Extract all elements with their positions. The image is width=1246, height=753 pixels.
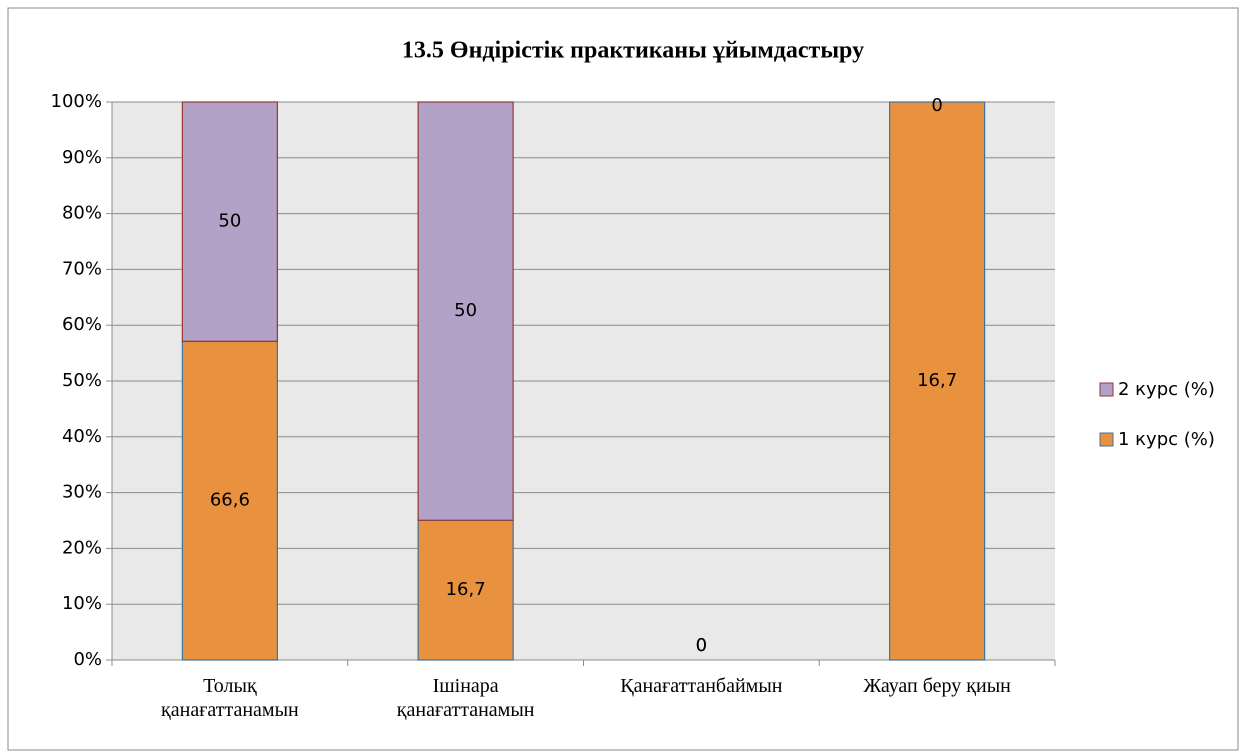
data-label: 50 [218, 211, 241, 232]
data-label: 50 [454, 300, 477, 321]
bar-segment [417, 519, 514, 661]
y-tick-label: 80% [62, 203, 102, 224]
x-tick-label: Толық қанағаттанамын [161, 675, 299, 721]
bar-segment [181, 101, 278, 342]
x-tick-label: Қанағаттанбаймын [620, 675, 783, 697]
bar-segment [889, 101, 986, 661]
data-label: 0 [931, 95, 942, 116]
bar-segment [417, 101, 514, 521]
y-tick-label: 20% [62, 537, 102, 558]
legend-label: 1 курс (%) [1118, 429, 1215, 450]
legend-swatch [1099, 382, 1114, 397]
y-tick-label: 70% [62, 258, 102, 279]
data-label: 16,7 [917, 370, 957, 391]
y-tick-label: 50% [62, 370, 102, 391]
x-label-box: Жауап беру қиын [863, 675, 1011, 697]
y-tick-label: 60% [62, 314, 102, 335]
data-label: 16,7 [446, 579, 486, 600]
x-label-box: Ішінара қанағаттанамын [396, 675, 535, 721]
x-tick-label: Ішінара қанағаттанамын [396, 675, 535, 721]
bar-segment [181, 340, 278, 661]
x-tick-label: Жауап беру қиын [863, 675, 1011, 697]
data-label: 0 [696, 635, 707, 656]
legend-label: 2 курс (%) [1118, 379, 1215, 400]
chart-title: 13.5 Өндірістік практиканы ұйымдастыру [402, 38, 864, 64]
y-tick-label: 100% [51, 91, 102, 112]
y-tick-label: 90% [62, 147, 102, 168]
legend-swatch [1099, 432, 1114, 447]
x-label-box: Қанағаттанбаймын [620, 675, 783, 697]
data-label: 0 [696, 635, 707, 656]
x-label-box: Толық қанағаттанамын [161, 675, 299, 721]
y-tick-label: 10% [62, 593, 102, 614]
y-tick-label: 0% [73, 649, 102, 670]
y-tick-label: 40% [62, 426, 102, 447]
y-tick-label: 30% [62, 482, 102, 503]
data-label: 66,6 [210, 490, 250, 511]
